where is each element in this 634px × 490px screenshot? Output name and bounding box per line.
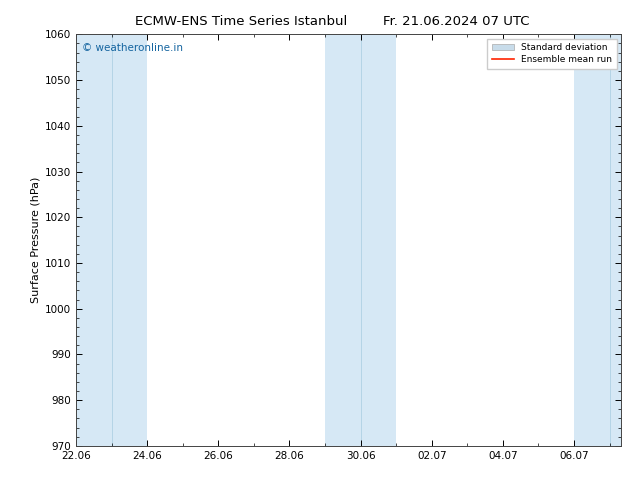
Y-axis label: Surface Pressure (hPa): Surface Pressure (hPa) [31, 177, 41, 303]
Text: ECMW-ENS Time Series Istanbul: ECMW-ENS Time Series Istanbul [135, 15, 347, 28]
Text: © weatheronline.in: © weatheronline.in [82, 43, 183, 52]
Bar [325, 34, 396, 446]
Legend: Standard deviation, Ensemble mean run: Standard deviation, Ensemble mean run [487, 39, 617, 69]
Bar [76, 34, 147, 446]
Text: Fr. 21.06.2024 07 UTC: Fr. 21.06.2024 07 UTC [383, 15, 530, 28]
Bar [574, 34, 621, 446]
